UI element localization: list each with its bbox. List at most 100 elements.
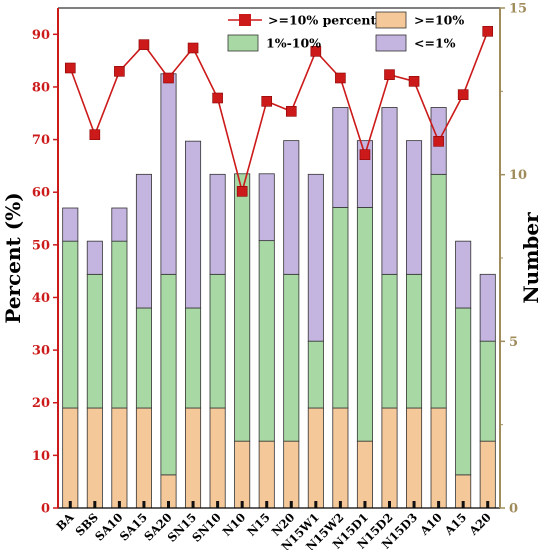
bar-segment (332, 207, 349, 409)
y-tick-label: 90 (32, 28, 50, 43)
base-marker (461, 501, 465, 508)
series-marker (433, 136, 444, 147)
bar-segment (160, 73, 177, 275)
bar-segment (332, 407, 349, 509)
bar-segment (135, 173, 152, 309)
bar-segment (111, 240, 128, 409)
axes: 0102030405060708090051015BASBSSA10SA15SA… (32, 2, 527, 550)
legend-swatch (375, 11, 407, 29)
base-marker (412, 501, 416, 508)
base-marker (167, 501, 170, 508)
base-marker (486, 501, 490, 508)
base-marker (240, 501, 244, 508)
bar-segment (479, 340, 496, 442)
bar-segment (283, 440, 300, 509)
bar-segment (111, 407, 128, 509)
base-marker (216, 501, 220, 508)
series-marker (384, 69, 395, 80)
legend-label: >=10% percentent (268, 13, 399, 28)
y-tick-label: 10 (32, 449, 50, 464)
base-marker (314, 501, 318, 508)
y-tick-label: 30 (32, 344, 50, 359)
series-marker (482, 26, 494, 37)
bar-segment (185, 140, 202, 309)
y-tick-label: 60 (32, 186, 50, 201)
x-tick-label: N15 (244, 510, 273, 539)
bar-segment (356, 440, 373, 509)
bar-segment (307, 340, 324, 409)
bar-segment (258, 240, 275, 442)
bar-segment (258, 173, 275, 242)
bar-segment (209, 273, 226, 409)
y2-tick-label: 10 (509, 168, 527, 183)
base-marker (68, 501, 72, 508)
bar-segment (307, 173, 324, 342)
y-tick-label: 80 (32, 80, 50, 95)
legend-marker-swatch (239, 14, 251, 26)
x-tick-label: A15 (441, 510, 469, 538)
y-tick-label: 50 (32, 238, 50, 253)
bar-segment (283, 140, 300, 275)
series-marker (335, 72, 346, 84)
y-tick-label: 20 (32, 396, 50, 411)
series-marker (114, 66, 125, 77)
bar-segment (381, 407, 398, 509)
series-line (69, 31, 489, 195)
bar-segment (209, 173, 226, 275)
base-marker (191, 501, 195, 508)
bar-segment (135, 307, 152, 409)
bar-segment (455, 240, 472, 309)
series-marker (310, 46, 322, 57)
y-axis-title: Percent (%) (1, 192, 25, 323)
bar-segment (307, 407, 324, 509)
bar-segment (234, 173, 251, 442)
base-marker (142, 501, 146, 508)
bar-segment (479, 440, 496, 509)
series-marker (212, 92, 223, 104)
y-tick-label: 40 (32, 291, 50, 306)
bar-segment (406, 140, 423, 275)
y2-tick-label: 5 (509, 335, 518, 350)
y2-axis-title: Number (519, 212, 543, 304)
x-tick-label: A10 (416, 510, 444, 538)
bar-segment (209, 407, 226, 509)
bar-segment (160, 273, 177, 476)
series-marker (359, 149, 371, 160)
bar-segment (406, 273, 423, 409)
y2-tick-label: 0 (509, 502, 518, 517)
series-marker (89, 129, 101, 140)
bar-segment (283, 273, 300, 442)
bar-segment (62, 240, 79, 409)
bar-segment (381, 273, 398, 409)
bar-segment (86, 240, 103, 275)
series-marker (457, 89, 469, 100)
base-marker (338, 501, 342, 508)
base-marker (93, 501, 97, 508)
series-marker (261, 96, 273, 107)
bar-segment (135, 407, 152, 509)
base-marker (388, 501, 391, 508)
bars (62, 73, 496, 509)
x-tick-label: N10 (220, 510, 249, 539)
y-tick-label: 70 (32, 133, 50, 148)
bar-segment (381, 107, 398, 275)
legend-label: <=1% (414, 36, 456, 51)
bar-segment (479, 273, 496, 342)
y-tick-label: 0 (41, 502, 50, 517)
bar-segment (62, 407, 79, 509)
series-marker (236, 186, 248, 197)
bar-segment (406, 407, 423, 509)
series-marker (285, 106, 297, 117)
x-tick-label: A20 (466, 510, 494, 538)
bar-segment (234, 440, 251, 509)
series-marker (163, 72, 174, 84)
bar-segment (185, 407, 202, 509)
legend-swatch (227, 34, 259, 52)
bar-segment (430, 407, 447, 509)
legend-swatch (375, 34, 407, 52)
y2-tick-label: 15 (509, 2, 527, 17)
bar-segment (455, 307, 472, 476)
bar-segment (185, 307, 202, 409)
base-marker (265, 501, 269, 508)
